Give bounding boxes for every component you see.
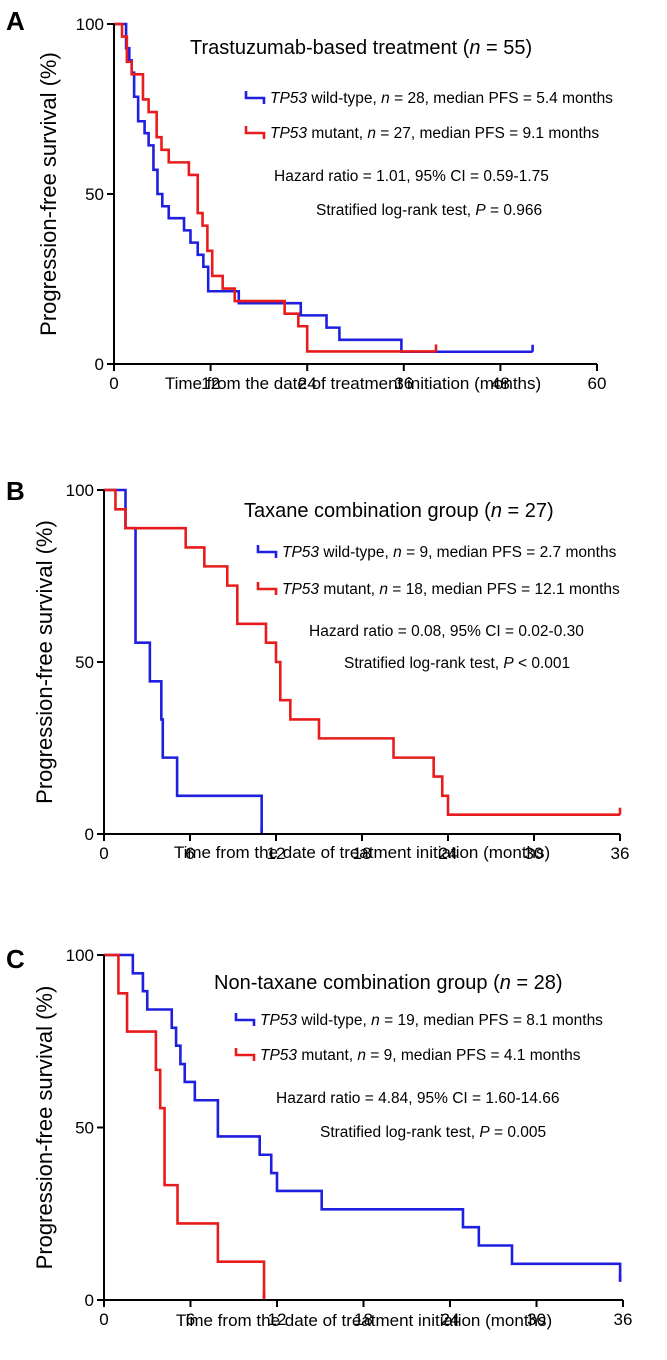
y-tick-label: 50 xyxy=(85,185,104,204)
x-axis-label: Time from the date of treatment initiati… xyxy=(165,374,541,393)
panel-c: C 0 50 100 0 6 12 18 24 30 36 Time from the date of… xyxy=(6,944,632,1330)
x-axis-label: Time from the date of treatment initiati… xyxy=(174,843,550,862)
y-tick-label: 0 xyxy=(85,825,94,844)
x-tick-label: 24 xyxy=(298,374,317,393)
km-curve-mutant xyxy=(104,953,266,1300)
legend-swatch xyxy=(256,545,278,558)
panel-letter: A xyxy=(6,6,25,36)
log-rank-annotation: Stratified log-rank test, P = 0.966 xyxy=(316,202,542,219)
legend-swatch xyxy=(234,1013,256,1026)
panel-a: A 0 50 100 0 12 24 36 48 60 Time from the date of … xyxy=(6,6,613,393)
x-tick-label: 0 xyxy=(109,374,118,393)
x-tick-label: 12 xyxy=(201,374,220,393)
x-tick-label: 18 xyxy=(354,1310,373,1329)
x-tick-label: 24 xyxy=(439,844,458,863)
x-tick-label: 0 xyxy=(99,1310,108,1329)
y-axis-label: Progression-free survival (%) xyxy=(36,52,61,336)
km-curve-wild-type xyxy=(114,22,533,354)
legend-entry: TP53 mutant, n = 9, median PFS = 4.1 mon… xyxy=(260,1047,581,1064)
panel-title: Taxane combination group (n = 27) xyxy=(244,500,554,522)
x-tick-label: 0 xyxy=(99,844,108,863)
km-curve-mutant xyxy=(104,488,620,817)
log-rank-annotation: Stratified log-rank test, P = 0.005 xyxy=(320,1124,546,1141)
panel-letter: C xyxy=(6,944,25,974)
x-tick-label: 36 xyxy=(394,374,413,393)
legend-entry: TP53 wild-type, n = 28, median PFS = 5.4… xyxy=(270,90,613,107)
x-tick-label: 48 xyxy=(491,374,510,393)
y-tick-label: 100 xyxy=(66,946,94,965)
y-tick-label: 0 xyxy=(95,355,104,374)
km-curve-wild-type xyxy=(104,953,622,1282)
hazard-ratio-annotation: Hazard ratio = 4.84, 95% CI = 1.60-14.66 xyxy=(276,1090,559,1107)
hazard-ratio-annotation: Hazard ratio = 0.08, 95% CI = 0.02-0.30 xyxy=(309,623,584,640)
legend-swatch xyxy=(256,582,278,595)
legend-entry: TP53 mutant, n = 18, median PFS = 12.1 m… xyxy=(282,581,620,598)
panel-letter: B xyxy=(6,476,25,506)
x-tick-label: 24 xyxy=(441,1310,460,1329)
y-tick-label: 100 xyxy=(76,15,104,34)
x-tick-label: 36 xyxy=(611,844,630,863)
y-tick-label: 100 xyxy=(66,481,94,500)
km-curve-wild-type xyxy=(104,488,263,834)
log-rank-annotation: Stratified log-rank test, P < 0.001 xyxy=(344,655,570,672)
km-curve-mutant xyxy=(114,22,436,353)
legend-entry: TP53 mutant, n = 27, median PFS = 9.1 mo… xyxy=(270,125,599,142)
y-axis-label: Progression-free survival (%) xyxy=(32,520,57,804)
x-tick-label: 12 xyxy=(268,1310,287,1329)
x-tick-label: 12 xyxy=(267,844,286,863)
y-tick-label: 50 xyxy=(75,1119,94,1138)
x-tick-label: 30 xyxy=(525,844,544,863)
y-axis-label: Progression-free survival (%) xyxy=(32,986,57,1270)
x-tick-label: 30 xyxy=(527,1310,546,1329)
x-tick-label: 6 xyxy=(185,844,194,863)
x-axis-label: Time from the date of treatment initiati… xyxy=(176,1311,552,1330)
y-tick-label: 0 xyxy=(85,1291,94,1310)
x-tick-label: 60 xyxy=(588,374,607,393)
panel-title: Non-taxane combination group (n = 28) xyxy=(214,972,563,994)
y-tick-label: 50 xyxy=(75,653,94,672)
legend-swatch xyxy=(244,126,266,139)
hazard-ratio-annotation: Hazard ratio = 1.01, 95% CI = 0.59-1.75 xyxy=(274,168,549,185)
x-tick-label: 6 xyxy=(186,1310,195,1329)
legend-swatch xyxy=(234,1048,256,1061)
x-tick-label: 36 xyxy=(614,1310,633,1329)
panel-title: Trastuzumab-based treatment (n = 55) xyxy=(190,37,532,59)
legend-entry: TP53 wild-type, n = 9, median PFS = 2.7 … xyxy=(282,544,617,561)
legend-swatch xyxy=(244,91,266,104)
panel-b: B 0 50 100 0 6 12 18 24 30 36 Time from the date of… xyxy=(6,476,629,863)
x-tick-label: 18 xyxy=(353,844,372,863)
legend-entry: TP53 wild-type, n = 19, median PFS = 8.1… xyxy=(260,1012,603,1029)
